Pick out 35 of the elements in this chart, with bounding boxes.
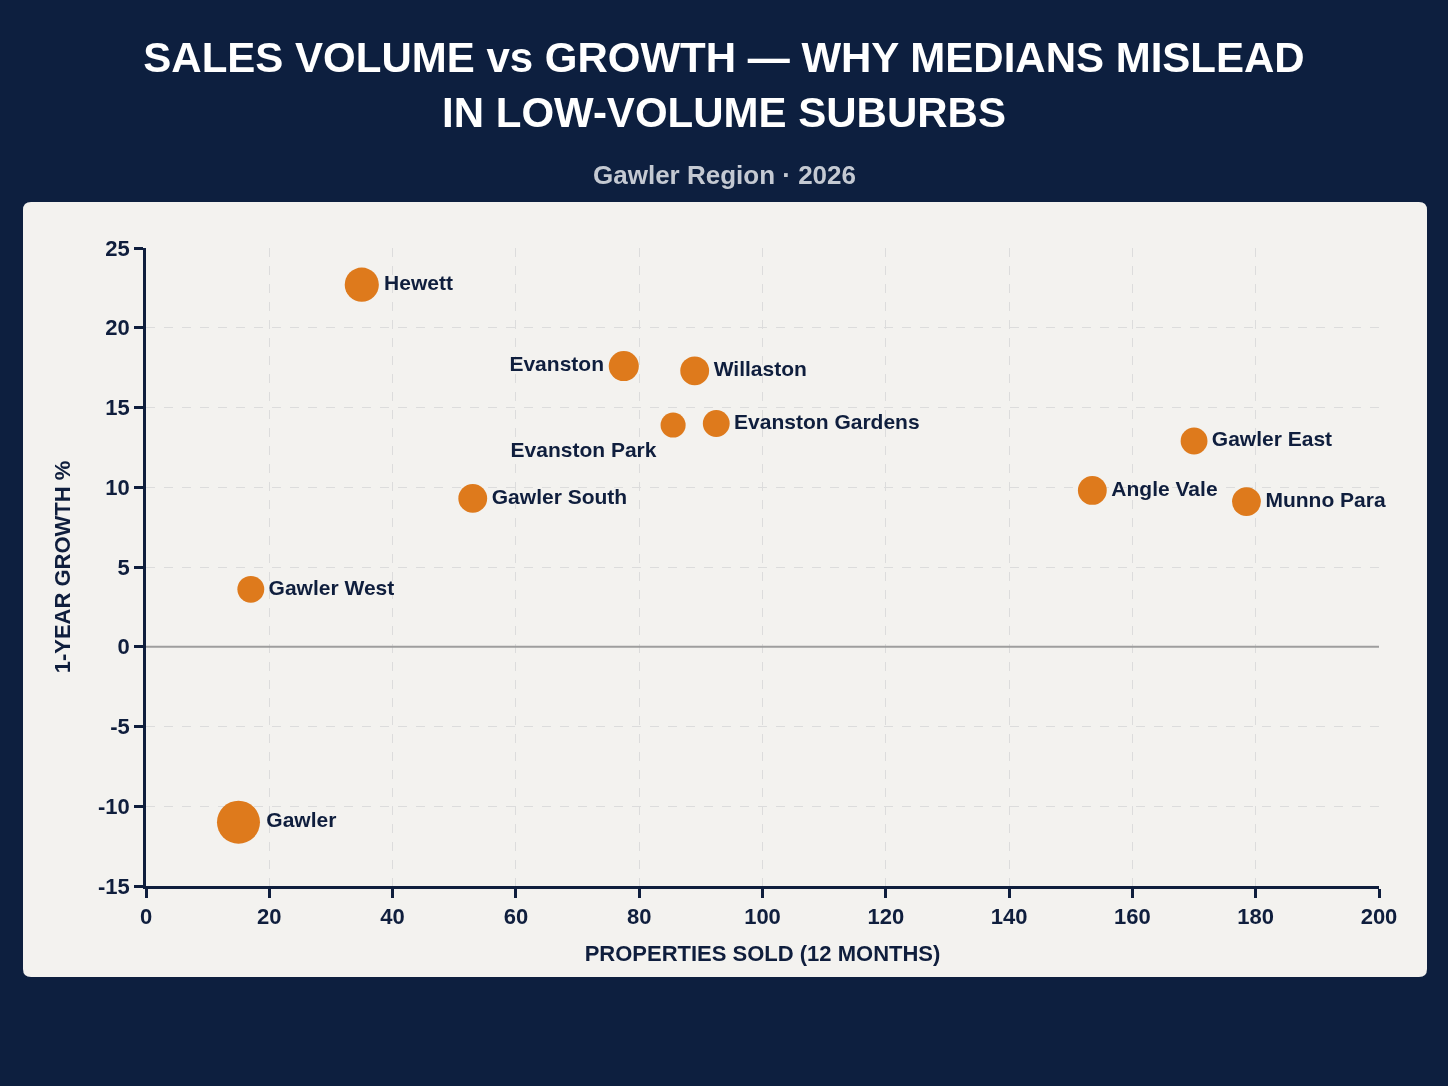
series-label: Hewett [384, 270, 453, 294]
y-tick-label: 20 [105, 315, 130, 341]
series-label: Evanston Park [510, 438, 657, 462]
chart-subtitle: Gawler Region · 2026 [593, 160, 856, 190]
x-tick-label: 80 [626, 904, 652, 930]
x-tick-label: 200 [1360, 904, 1398, 930]
y-axis-title: 1-YEAR GROWTH % [49, 460, 75, 674]
y-tick-label: 0 [117, 634, 130, 660]
x-tick-label: 160 [1114, 904, 1151, 930]
x-tick-label: 180 [1237, 904, 1275, 930]
x-tick-label: 20 [257, 904, 282, 930]
series-label: Evanston Gardens [734, 409, 920, 433]
x-tick-label: 100 [744, 904, 781, 930]
x-tick-label: 120 [867, 904, 905, 930]
y-tick-label: 5 [117, 554, 130, 580]
series-label: Gawler South [491, 484, 628, 508]
series-label: Munno Para [1265, 487, 1386, 511]
x-tick-label: 40 [380, 904, 405, 930]
x-tick-label: 60 [503, 904, 529, 930]
y-tick-label: 10 [105, 474, 130, 500]
series-label: Angle Vale [1111, 476, 1218, 500]
x-tick-label: 0 [139, 904, 153, 930]
y-tick-label: -10 [98, 793, 130, 819]
series-label: Gawler [266, 808, 337, 832]
series-label: Evanston [509, 352, 604, 376]
y-tick-label: -5 [110, 714, 130, 740]
series-label: Gawler West [268, 575, 395, 599]
series-label: Willaston [713, 357, 807, 381]
x-axis-title: PROPERTIES SOLD (12 MONTHS) [584, 941, 941, 967]
series-label: Gawler East [1211, 427, 1333, 451]
y-tick-label: 25 [105, 235, 130, 261]
y-tick-label: 15 [105, 395, 130, 421]
x-tick-label: 140 [990, 904, 1028, 930]
chart-title: SALES VOLUME vs GROWTH — WHY MEDIANS MISLEAD IN LOW-VOLUME SUBURBS [143, 34, 1305, 136]
y-tick-label: -15 [98, 873, 130, 899]
